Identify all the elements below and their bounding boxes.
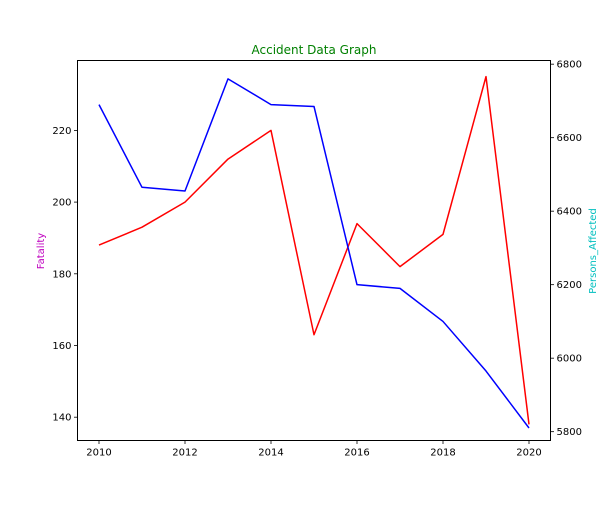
left-y-tick-label: 160	[52, 341, 71, 352]
x-tick-label: 2014	[258, 448, 283, 459]
x-tick-label: 2012	[172, 448, 197, 459]
right-y-tick-label: 6600	[557, 133, 582, 144]
x-tick-label: 2018	[430, 448, 455, 459]
right-y-tick-label: 6000	[557, 354, 582, 365]
series-layer	[98, 75, 530, 429]
left-axis-label: Fatality	[36, 233, 47, 269]
right-y-tick-label: 6200	[557, 280, 582, 291]
right-y-tick-label: 5800	[557, 427, 582, 438]
left-y-tick-label: 140	[52, 413, 71, 424]
plot-frame	[77, 60, 551, 441]
axes-layer: 2010 2012 2014 2016 2018 2020 140 160 180 200 220 5…	[52, 60, 582, 459]
right-y-tick-label: 6800	[557, 60, 582, 71]
x-tick-label: 2020	[516, 448, 541, 459]
x-tick-label: 2016	[344, 448, 369, 459]
series-line-left-axis	[98, 75, 530, 425]
left-y-tick-label: 220	[52, 126, 71, 137]
right-axis-label: Persons_Affected	[588, 208, 599, 294]
x-tick-label: 2010	[86, 448, 111, 459]
chart-title: Accident Data Graph	[252, 43, 377, 57]
series-line-right-axis	[98, 78, 530, 429]
right-y-tick-label: 6400	[557, 207, 582, 218]
left-y-tick-label: 200	[52, 198, 71, 209]
left-y-tick-label: 180	[52, 269, 71, 280]
